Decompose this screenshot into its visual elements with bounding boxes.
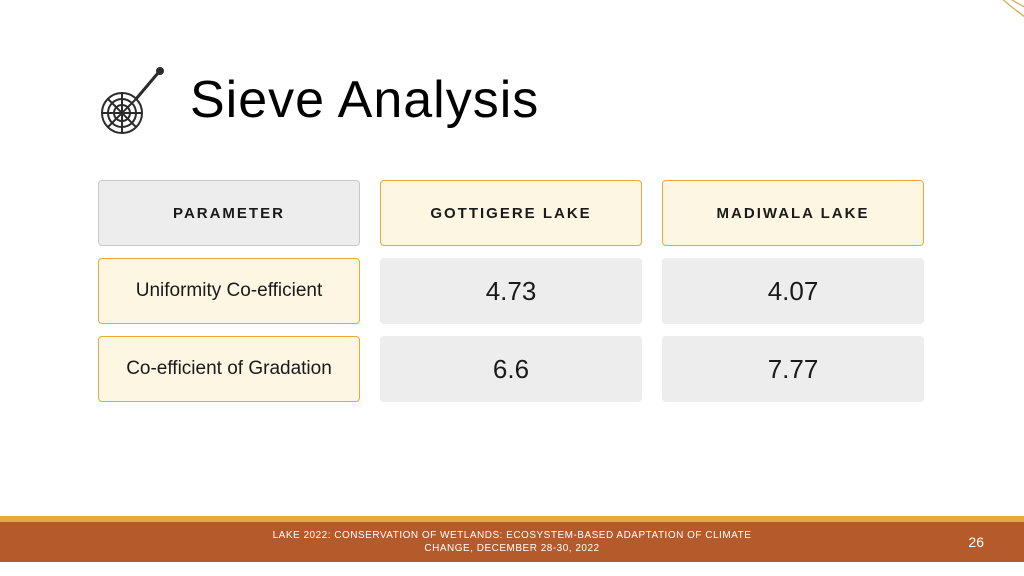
row0-v1: 4.73 [380,258,642,324]
data-table: PARAMETER GOTTIGERE LAKE MADIWALA LAKE U… [98,180,924,402]
row0-v2: 4.07 [662,258,924,324]
footer: LAKE 2022: CONSERVATION OF WETLANDS: ECO… [0,516,1024,562]
sieve-icon [100,65,170,135]
row1-param: Co-efficient of Gradation [98,336,360,402]
page-title: Sieve Analysis [190,70,539,130]
row0-param: Uniformity Co-efficient [98,258,360,324]
title-row: Sieve Analysis [100,65,539,135]
col-header-madiwala: MADIWALA LAKE [662,180,924,246]
footer-text: LAKE 2022: CONSERVATION OF WETLANDS: ECO… [262,529,762,555]
row1-v1: 6.6 [380,336,642,402]
contour-decoration [744,0,1024,180]
page-number: 26 [968,534,984,550]
row1-v2: 7.77 [662,336,924,402]
footer-main: LAKE 2022: CONSERVATION OF WETLANDS: ECO… [0,522,1024,562]
col-header-gottigere: GOTTIGERE LAKE [380,180,642,246]
col-header-parameter: PARAMETER [98,180,360,246]
